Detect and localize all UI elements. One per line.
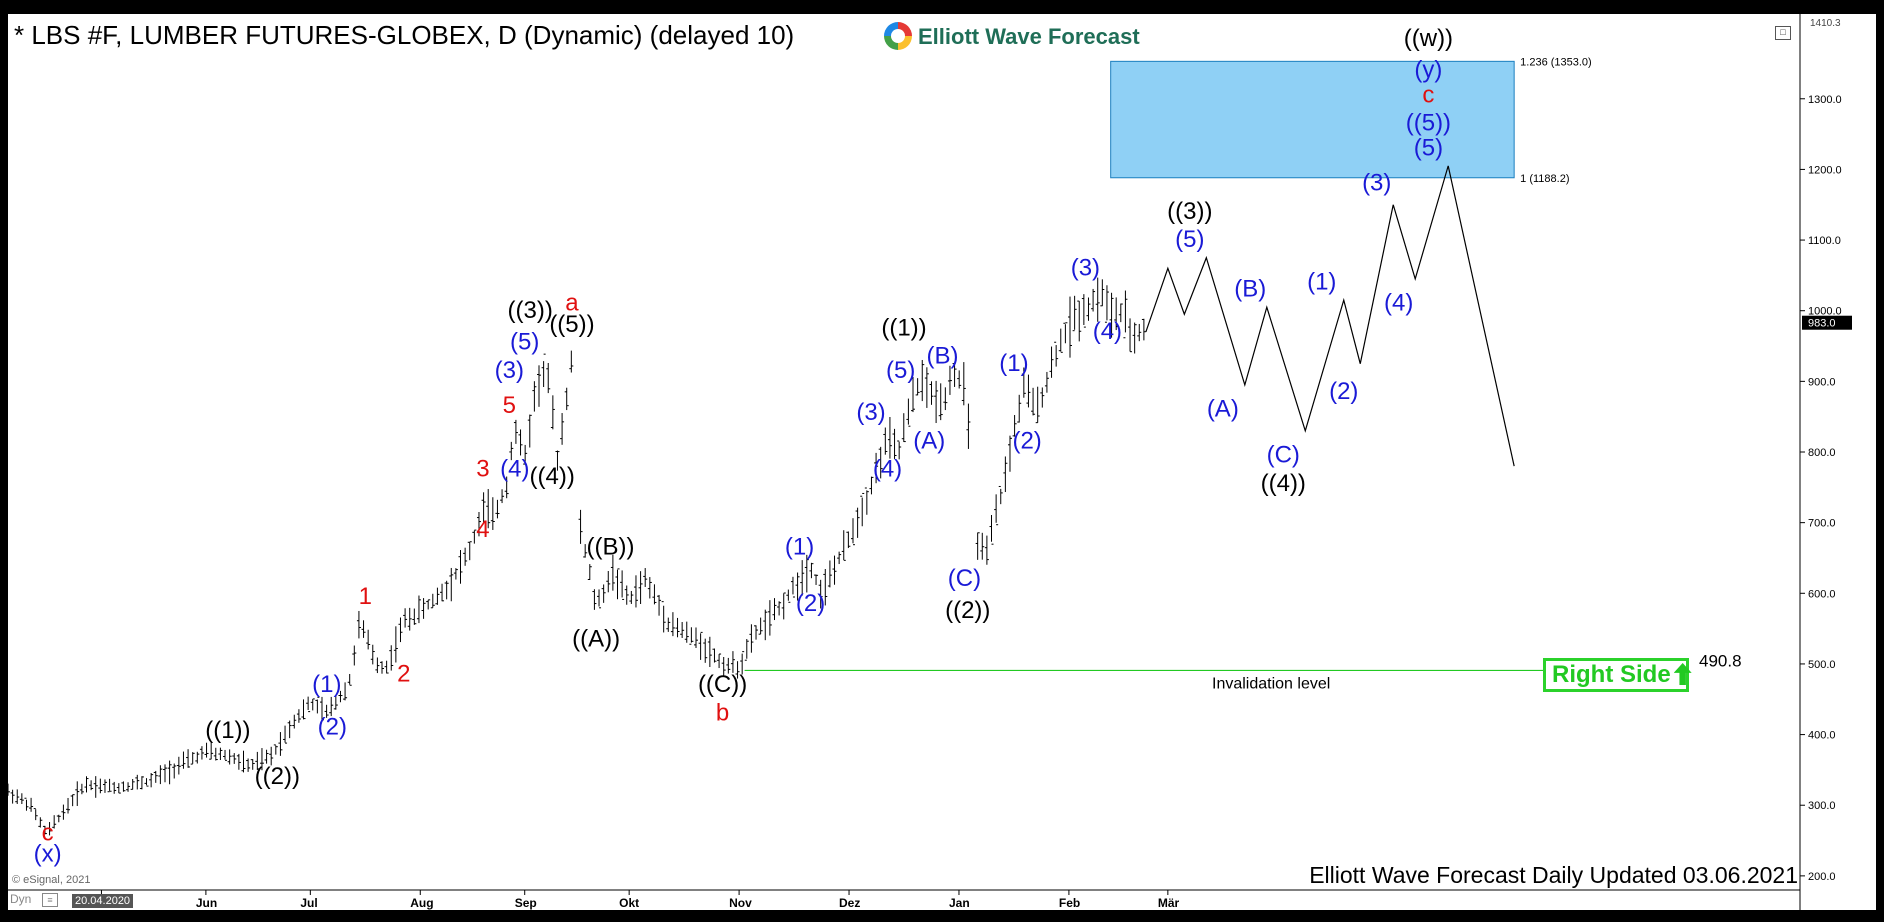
x-tick-label: Feb [1059,896,1080,910]
wave-label: (2) [796,590,825,617]
right-side-label: Right Side [1552,661,1671,688]
wave-label: (1) [312,671,341,698]
wave-label: ((2)) [945,597,990,624]
y-tick-label: 200.0 [1808,871,1836,883]
x-tick-label: Jul [300,896,317,910]
x-tick-label: Nov [729,896,752,910]
projection-path [1145,165,1515,467]
target-box-top-label: 1.236 (1353.0) [1520,56,1592,68]
invalidation-label: Invalidation level [1212,675,1330,692]
wave-label: (3) [856,399,885,426]
wave-label: (3) [1362,170,1391,197]
y-tick-label: 800.0 [1808,447,1836,459]
wave-label: ((1)) [881,314,926,341]
target-box-bottom-label: 1 (1188.2) [1520,173,1569,185]
dyn-toggle-icon[interactable]: ≡ [42,893,58,907]
y-tick-label: 1100.0 [1808,235,1841,247]
wave-label: ((4)) [530,463,575,490]
wave-label: ((2)) [255,763,300,790]
copyright-text: © eSignal, 2021 [12,874,91,886]
right-side-badge: Right Side [1543,658,1692,692]
target-box [1110,60,1515,179]
x-tick-label: Okt [619,896,639,910]
last-price-label: 983.0 [1808,318,1836,330]
invalidation-value: 490.8 [1699,651,1742,670]
y-tick-label: 1000.0 [1808,306,1842,318]
wave-label: 3 [476,456,489,483]
wave-label: (2) [1329,378,1358,405]
cursor-date-chip: 20.04.2020 [72,894,134,908]
wave-label: (1) [1307,269,1336,296]
x-tick-label: Mär [1158,896,1180,910]
wave-label: a [565,290,579,317]
wave-label: (4) [1093,318,1122,345]
wave-label: (5) [1175,226,1204,253]
wave-label: ((w)) [1404,25,1453,52]
wave-label: 1 [359,583,372,610]
x-tick-label: Dez [839,896,860,910]
chart-title: * LBS #F, LUMBER FUTURES-GLOBEX, D (Dyna… [14,20,795,50]
wave-label: (4) [1384,290,1413,317]
wave-label: ((B)) [586,533,634,560]
wave-label: ((1)) [205,717,250,744]
wave-label: ((A)) [572,625,620,652]
wave-label: (C) [1267,442,1300,469]
wave-label: (4) [500,456,529,483]
wave-label: (B) [926,343,958,370]
wave-label: (5) [510,329,539,356]
wave-label: (A) [913,427,945,454]
y-tick-label: 600.0 [1808,588,1836,600]
wave-label: 5 [503,392,516,419]
wave-label: ((4)) [1261,470,1306,497]
wave-label: (3) [1071,254,1100,281]
brand-name: Elliott Wave Forecast [918,24,1140,49]
x-tick-label: Aug [410,896,433,910]
dyn-label[interactable]: Dyn [10,892,32,906]
wave-label: c [42,820,54,847]
wave-label: (B) [1234,276,1266,303]
top-price-label: 1410.3 [1810,18,1841,29]
wave-label: (2) [1012,427,1041,454]
y-tick-label: 900.0 [1808,376,1836,388]
wave-label: (3) [495,357,524,384]
wave-label: ((3)) [1167,198,1212,225]
wave-label: (5) [886,357,915,384]
y-tick-label: 1300.0 [1808,94,1842,106]
wave-label: b [716,699,729,726]
wave-label: ((C)) [698,671,747,698]
y-tick-label: 300.0 [1808,800,1836,812]
wave-label: (C) [948,565,981,592]
x-tick-label: Sep [515,896,537,910]
y-tick-label: 1200.0 [1808,164,1842,176]
wave-label: (y) [1414,57,1442,84]
last-price-tag [1802,315,1852,330]
x-tick-label: Jan [949,896,970,910]
wave-label: (x) [34,841,62,868]
y-tick-label: 500.0 [1808,659,1836,671]
wave-label: c [1422,81,1434,108]
maximize-icon[interactable]: □ [1775,26,1791,40]
brand-logo-icon [884,22,912,50]
wave-label: ((3)) [508,297,553,324]
wave-label: ((5)) [1406,110,1451,137]
up-arrow-icon [1673,663,1692,685]
y-tick-label: 400.0 [1808,730,1836,742]
wave-label: (1) [999,350,1028,377]
wave-label: (5) [1414,134,1443,161]
wave-label: (A) [1207,396,1239,423]
wave-label: ((5)) [549,311,594,338]
wave-label: (4) [873,456,902,483]
wave-label: (2) [318,714,347,741]
y-tick-label: 700.0 [1808,518,1836,530]
x-tick-label: Jun [196,896,217,910]
wave-label: 4 [476,516,489,543]
wave-label: (1) [785,533,814,560]
wave-label: 2 [397,661,410,688]
footer-updated: Elliott Wave Forecast Daily Updated 03.0… [1309,862,1798,888]
